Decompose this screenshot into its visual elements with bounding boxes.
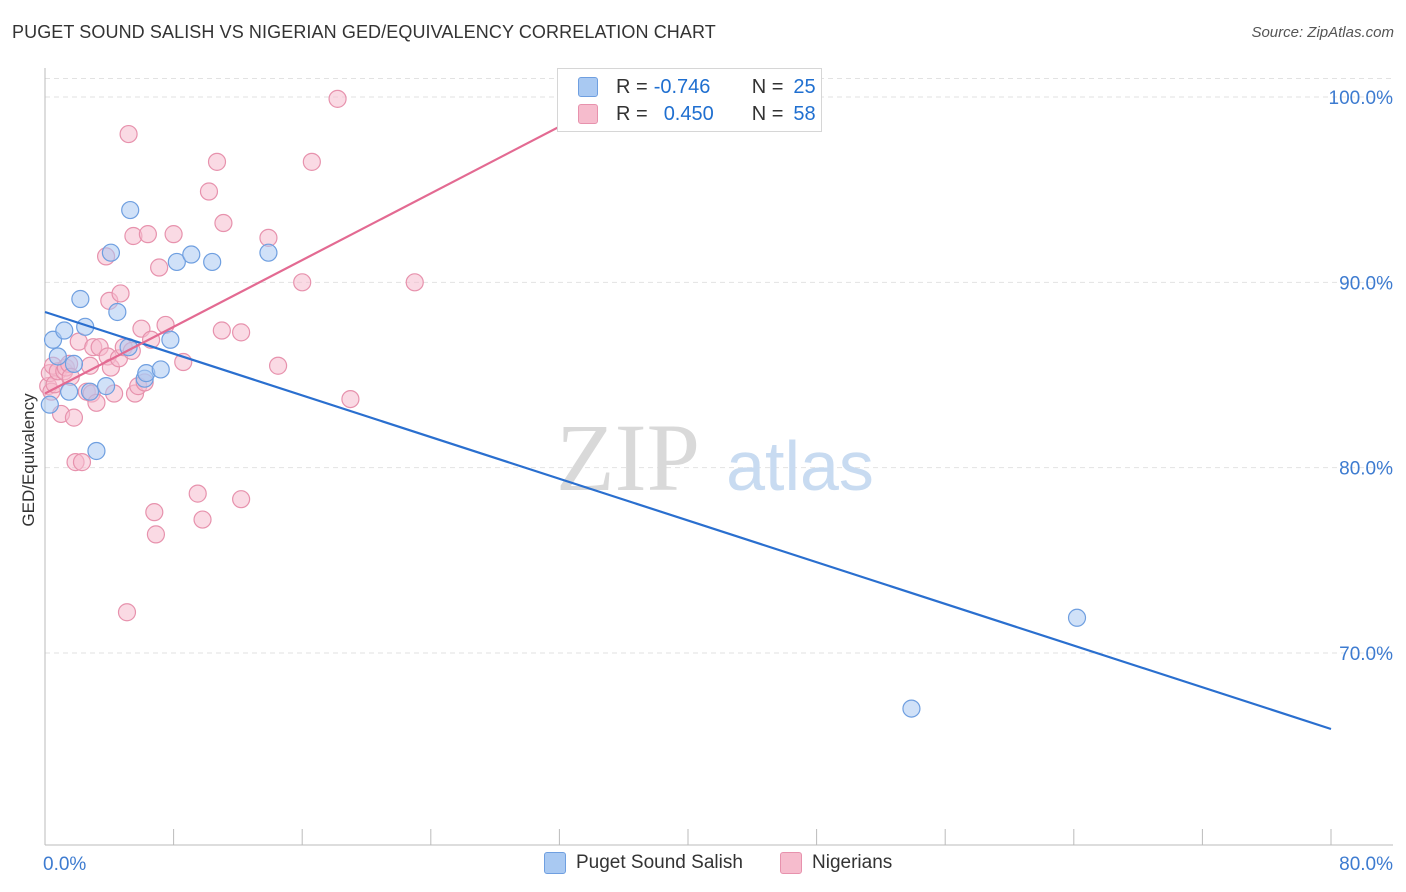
legend-n-value: 25: [793, 75, 816, 98]
nigerian-point: [72, 453, 92, 472]
nigerian-point: [302, 152, 321, 171]
grid-lines: [45, 77, 1393, 654]
watermark-atlas: atlas: [726, 427, 874, 505]
nigerian-point: [193, 510, 212, 529]
source-credit: Source: ZipAtlas.com: [1251, 24, 1394, 41]
nigerian-point: [214, 213, 233, 233]
y-tick-label: 100.0%: [1329, 88, 1394, 109]
x-tick-labels: 0.0% 80.0%: [43, 854, 1393, 875]
puget-point: [151, 360, 170, 379]
nigerian-point: [117, 603, 137, 622]
axes: [44, 68, 1393, 846]
series-legend: Puget Sound Salish Nigerians: [0, 852, 1406, 876]
puget-point: [203, 252, 222, 272]
y-tick-label: 90.0%: [1339, 273, 1393, 294]
legend-swatch-blue: [578, 77, 598, 97]
legend-n-value: 58: [793, 102, 816, 125]
nigerian-point: [164, 225, 183, 244]
puget-point: [1067, 608, 1087, 627]
legend-item-puget-sound-salish[interactable]: Puget Sound Salish: [544, 852, 743, 874]
nigerian-point: [150, 258, 169, 277]
nigerian-point: [405, 273, 424, 292]
legend-row-puget: R = -0.746 N = 25: [578, 74, 816, 100]
legend-swatch-blue: [544, 852, 566, 874]
y-tick-labels: 70.0% 80.0% 90.0% 100.0%: [1329, 88, 1394, 665]
watermark-zip: ZIP: [556, 404, 700, 511]
nigerian-point: [188, 484, 207, 503]
nigerian-point: [232, 323, 251, 342]
nigerian-point: [207, 152, 227, 171]
legend-r-value: -0.746: [653, 75, 711, 98]
puget-point: [40, 395, 59, 414]
puget-point: [64, 354, 84, 373]
nigerian-point: [212, 321, 231, 340]
legend-n-label: N =: [751, 102, 784, 125]
y-tick-label: 80.0%: [1339, 459, 1393, 480]
puget-point: [161, 330, 180, 349]
watermark: ZIP atlas: [556, 404, 874, 511]
nigerian-point: [232, 490, 251, 509]
nigerian-point: [145, 503, 164, 522]
trend-lines: [44, 92, 1332, 731]
puget-trend-line: [44, 310, 1332, 731]
legend-r-label: R =: [616, 75, 648, 98]
nigerian-point: [111, 284, 130, 303]
puget-point: [108, 302, 127, 322]
y-axis-label: GED/Equivalency: [19, 393, 38, 527]
puget-point: [101, 243, 121, 262]
nigerian-point: [80, 356, 100, 375]
puget-point: [60, 382, 79, 401]
nigerians-points: [39, 89, 424, 622]
chart-title: PUGET SOUND SALISH VS NIGERIAN GED/EQUIV…: [12, 22, 716, 42]
puget-point: [87, 441, 106, 461]
puget-point: [167, 252, 186, 272]
legend-label-puget-sound-salish: Puget Sound Salish: [576, 852, 743, 873]
nigerian-point: [119, 124, 138, 144]
nigerian-point: [268, 356, 288, 375]
puget-point: [96, 377, 116, 396]
stats-legend: R = -0.746 N = 25 R = 0.450 N = 58: [557, 68, 822, 132]
x-tick-label: 0.0%: [43, 854, 86, 875]
y-tick-label: 70.0%: [1339, 644, 1393, 665]
nigerian-trend-line: [44, 92, 625, 395]
legend-r-label: R =: [616, 102, 648, 125]
puget-point: [259, 243, 278, 262]
legend-n-label: N =: [751, 75, 784, 98]
legend-item-nigerians[interactable]: Nigerians: [780, 852, 892, 874]
puget-point: [182, 245, 201, 264]
nigerian-point: [146, 525, 166, 544]
legend-r-value: 0.450: [663, 102, 714, 125]
legend-label-nigerians: Nigerians: [812, 852, 893, 873]
puget-point: [71, 289, 90, 309]
nigerian-point: [64, 408, 84, 427]
puget-point: [902, 699, 921, 718]
nigerian-point: [341, 389, 360, 409]
puget-point: [121, 200, 140, 220]
legend-swatch-pink: [780, 852, 802, 874]
nigerian-point: [138, 225, 157, 244]
nigerian-point: [328, 89, 347, 108]
legend-row-nigerians: R = 0.450 N = 58: [578, 101, 816, 127]
nigerian-point: [293, 273, 312, 292]
puget-sound-salish-points: [40, 200, 1087, 718]
puget-point: [48, 347, 67, 366]
puget-point: [80, 382, 100, 401]
nigerian-point: [199, 182, 219, 201]
x-tick-label: 80.0%: [1339, 854, 1393, 875]
puget-point: [55, 321, 74, 340]
legend-swatch-pink: [578, 104, 598, 124]
